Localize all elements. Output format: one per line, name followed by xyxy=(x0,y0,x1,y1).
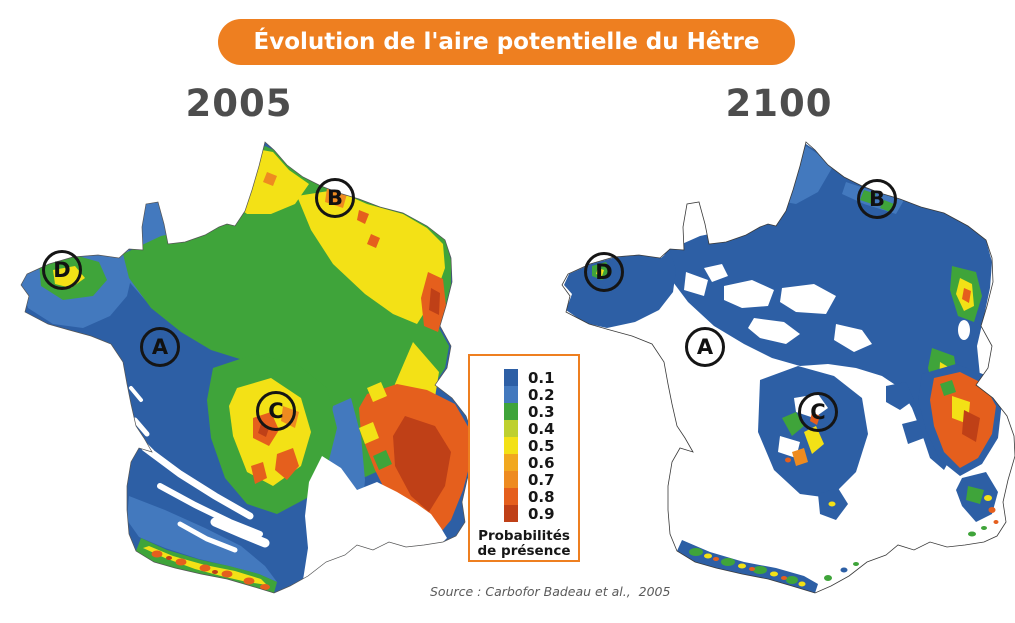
legend-swatch xyxy=(504,505,518,522)
legend-swatch xyxy=(504,386,518,403)
marker-a-2100-label: A xyxy=(696,335,714,359)
legend-entry: 0.8 xyxy=(504,487,578,506)
legend-value: 0.1 xyxy=(528,368,555,387)
legend-value: 0.6 xyxy=(528,453,555,472)
marker-d-2100: D xyxy=(584,252,624,292)
source-citation: Source : Carbofor Badeau et al., 2005 xyxy=(430,584,671,599)
legend-swatch xyxy=(504,403,518,420)
legend-value: 0.2 xyxy=(528,385,555,404)
legend-value: 0.5 xyxy=(528,436,555,455)
marker-b-2005: B xyxy=(315,178,355,218)
legend-value: 0.8 xyxy=(528,487,555,506)
legend-value: 0.3 xyxy=(528,402,555,421)
marker-b-2100: B xyxy=(857,179,897,219)
legend-swatch xyxy=(504,369,518,386)
legend-swatches: 0.1 0.2 0.3 0.4 0.5 0.6 0.7 0.8 0.9 xyxy=(504,368,578,523)
legend-box: 0.1 0.2 0.3 0.4 0.5 0.6 0.7 0.8 0.9 Probabilités… xyxy=(468,354,580,562)
legend-value: 0.7 xyxy=(528,470,555,489)
legend-value: 0.9 xyxy=(528,504,555,523)
region-provence-absent-2005 xyxy=(303,456,447,580)
legend-swatch xyxy=(504,454,518,471)
marker-c-2100-label: C xyxy=(810,400,826,424)
marker-b-2005-label: B xyxy=(326,186,343,210)
legend-value: 0.4 xyxy=(528,419,555,438)
marker-a-2100: A xyxy=(685,327,725,367)
title-banner: Évolution de l'aire potentielle du Hêtre xyxy=(218,19,795,65)
france-outline-2100 xyxy=(561,141,1015,594)
marker-d-2100-label: D xyxy=(595,260,613,284)
france-outline-2005 xyxy=(20,141,475,594)
marker-a-2005-label: A xyxy=(151,335,169,359)
year-heading-2100: 2100 xyxy=(725,82,833,125)
marker-c-2005: C xyxy=(256,391,296,431)
legend-swatch xyxy=(504,420,518,437)
legend-entry: 0.6 xyxy=(504,453,578,472)
legend-entry: 0.3 xyxy=(504,402,578,421)
marker-d-2005-label: D xyxy=(53,258,71,282)
marker-c-2100: C xyxy=(798,392,838,432)
legend-entry: 0.7 xyxy=(504,470,578,489)
map-2005 xyxy=(20,141,475,594)
region-northeast-yellow-2005 xyxy=(297,190,445,324)
marker-c-2005-label: C xyxy=(268,399,284,423)
year-heading-2005: 2005 xyxy=(185,82,293,125)
legend-entry: 0.1 xyxy=(504,368,578,387)
page-title: Évolution de l'aire potentielle du Hêtre xyxy=(253,29,760,55)
marker-b-2100-label: B xyxy=(868,187,885,211)
legend-entry: 0.4 xyxy=(504,419,578,438)
map-2100 xyxy=(561,141,1015,594)
marker-a-2005: A xyxy=(140,327,180,367)
legend-entry: 0.2 xyxy=(504,385,578,404)
legend-entry: 0.9 xyxy=(504,504,578,523)
legend-swatch xyxy=(504,437,518,454)
legend-entry: 0.5 xyxy=(504,436,578,455)
legend-swatch xyxy=(504,488,518,505)
legend-title: Probabilités de présence xyxy=(477,528,571,559)
marker-d-2005: D xyxy=(42,250,82,290)
legend-swatch xyxy=(504,471,518,488)
france-maps-canvas xyxy=(20,141,1015,594)
